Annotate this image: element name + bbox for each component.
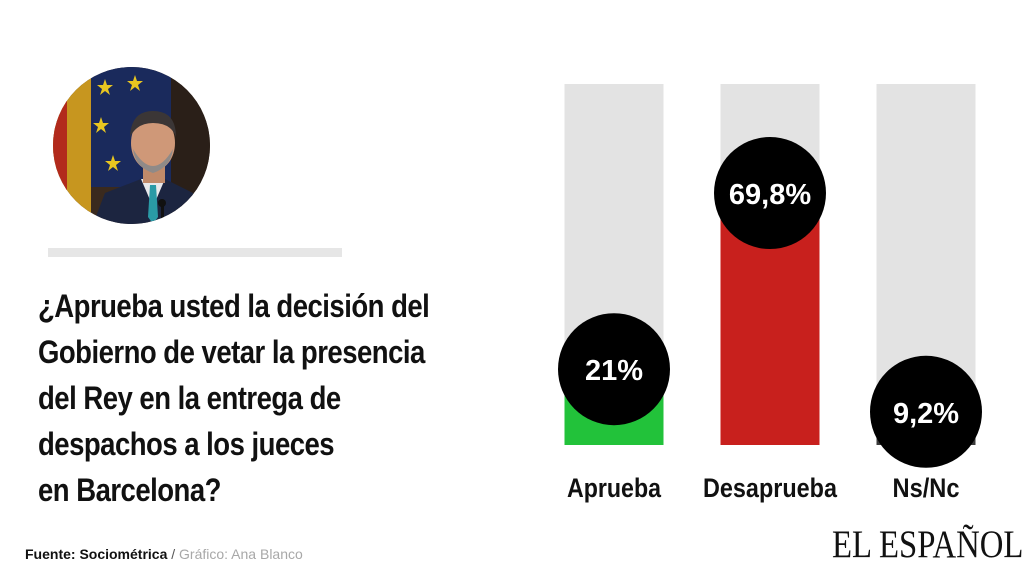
category-label: Aprueba bbox=[567, 473, 662, 503]
category-label: Ns/Nc bbox=[893, 473, 960, 503]
category-label: Desaprueba bbox=[703, 473, 838, 503]
value-label: 21% bbox=[585, 355, 643, 387]
footer: Fuente: Sociométrica / Gráfico: Ana Blan… bbox=[25, 546, 303, 562]
source-text: Fuente: Sociométrica bbox=[25, 546, 168, 562]
value-label: 69,8% bbox=[729, 179, 811, 211]
footer-separator: / bbox=[167, 546, 180, 562]
survey-question: ¿Aprueba usted la decisión del Gobierno … bbox=[38, 288, 430, 508]
el-espanol-logo: EL ESPAÑOL bbox=[832, 523, 1024, 566]
value-bubble bbox=[558, 313, 670, 426]
divider bbox=[48, 248, 342, 257]
value-bubble bbox=[714, 137, 826, 250]
credit-text: Gráfico: Ana Blanco bbox=[179, 546, 303, 562]
value-label: 9,2% bbox=[893, 398, 959, 430]
value-bubble bbox=[870, 355, 982, 468]
